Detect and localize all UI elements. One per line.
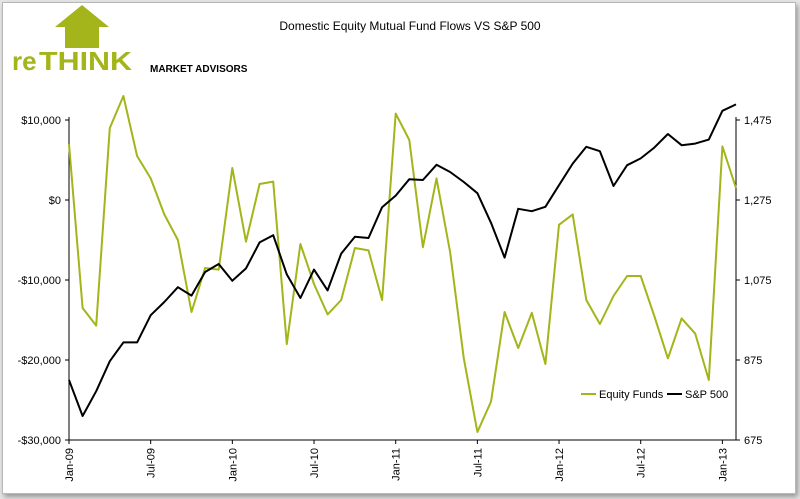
y-right-tick-label: 1,275 bbox=[744, 195, 772, 207]
y-right-tick-label: 1,475 bbox=[744, 115, 772, 127]
up-arrow-icon bbox=[55, 5, 109, 48]
y-left-tick-label: -$30,000 bbox=[18, 435, 61, 447]
logo-main: THINK bbox=[39, 46, 132, 76]
chart-title: Domestic Equity Mutual Fund Flows VS S&P… bbox=[279, 19, 541, 33]
sp500-line bbox=[68, 103, 737, 417]
y-right-tick-label: 1,075 bbox=[744, 275, 772, 287]
x-tick-label: Jan-13 bbox=[717, 448, 729, 482]
logo-prefix: re bbox=[12, 46, 37, 76]
legend: Equity Funds S&P 500 bbox=[581, 389, 728, 401]
x-tick-label: Jan-11 bbox=[391, 448, 403, 481]
y-left-tick-label: $10,000 bbox=[21, 115, 61, 127]
x-tick-label: Jan-09 bbox=[64, 448, 76, 482]
x-tick-label: Jul-12 bbox=[636, 448, 648, 478]
chart-frame: re THINK MARKET ADVISORS Domestic Equity… bbox=[2, 2, 796, 494]
logo-tagline: MARKET ADVISORS bbox=[150, 64, 248, 75]
y-left-tick-label: $0 bbox=[49, 195, 61, 207]
x-tick-label: Jul-09 bbox=[146, 448, 158, 478]
y-right-tick-label: 675 bbox=[744, 435, 762, 447]
y-left-tick-label: -$10,000 bbox=[18, 275, 61, 287]
rethink-logo: re THINK MARKET ADVISORS bbox=[12, 5, 248, 76]
y-left-tick-label: -$20,000 bbox=[18, 355, 61, 367]
x-tick-label: Jan-12 bbox=[554, 448, 566, 482]
plot-area: $10,000 $0 -$10,000 -$20,000 -$30,000 1,475 1,… bbox=[18, 95, 772, 482]
x-tick-label: Jan-10 bbox=[227, 448, 239, 482]
equity-funds-line bbox=[68, 95, 737, 433]
x-tick-label: Jul-11 bbox=[472, 448, 484, 477]
legend-label-sp500: S&P 500 bbox=[685, 389, 728, 401]
y-right-tick-label: 875 bbox=[744, 355, 762, 367]
x-tick-label: Jul-10 bbox=[309, 448, 321, 478]
legend-label-equity-funds: Equity Funds bbox=[599, 389, 664, 401]
chart: re THINK MARKET ADVISORS Domestic Equity… bbox=[12, 5, 772, 482]
